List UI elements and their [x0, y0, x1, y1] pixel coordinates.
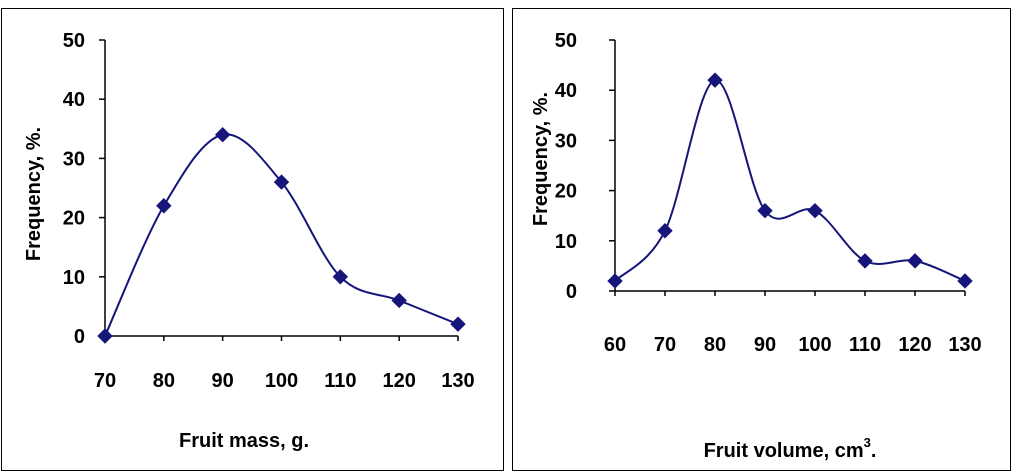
data-point-marker	[450, 316, 466, 332]
chart-panel-fruit-volume: 0 10 20 30 40 50 60 70 80 90 100 110 120 130 Fruit v…	[512, 8, 1011, 471]
x-tick-label: 60	[604, 334, 626, 356]
x-tick-label: 100	[798, 334, 831, 356]
data-point-marker	[214, 127, 231, 143]
x-axis-title-text: Fruit volume, cm	[704, 440, 864, 462]
y-tick-label: 0	[566, 281, 577, 303]
x-axis-title: Fruit volume, cm3.	[704, 435, 877, 462]
fruit-volume-chart: 0 10 20 30 40 50 60 70 80 90 100 110 120 130 Fruit v…	[530, 30, 982, 462]
y-axis-title: Frequency, %.	[530, 92, 552, 226]
x-tick-label: 90	[754, 334, 776, 356]
data-point-marker	[332, 269, 349, 285]
series-line	[104, 133, 459, 337]
x-axis-title: Fruit mass, g.	[179, 430, 309, 452]
y-tick-label: 20	[63, 208, 85, 230]
data-point-marker	[607, 273, 623, 289]
data-point-marker	[707, 72, 723, 88]
fruit-mass-chart: 0 10 20 30 40 50 70 80 90 100 110 120 130 Fruit mas…	[23, 30, 475, 452]
y-tick-label: 50	[63, 30, 85, 52]
series	[607, 72, 973, 289]
x-tick-labels: 70 80 90 100 110 120 130	[94, 336, 475, 392]
x-tick-label: 70	[94, 370, 116, 392]
y-tick-label: 0	[74, 326, 85, 348]
x-axis-title-suffix: .	[871, 440, 877, 462]
x-tick-label: 70	[654, 334, 676, 356]
data-point-marker	[657, 223, 673, 239]
series	[97, 127, 466, 344]
y-tick-label: 10	[555, 231, 577, 253]
data-point-marker	[807, 202, 823, 219]
y-tick-label: 40	[555, 80, 577, 102]
chart-panel-fruit-mass: 0 10 20 30 40 50 70 80 90 100 110 120 130 Fruit mas…	[1, 8, 504, 471]
x-tick-label: 130	[441, 370, 474, 392]
y-tick-labels: 0 10 20 30 40 50	[63, 30, 105, 348]
data-point-marker	[156, 198, 172, 214]
data-point-marker	[857, 253, 873, 269]
y-tick-label: 20	[555, 181, 577, 203]
y-tick-label: 10	[63, 267, 85, 289]
data-point-marker	[907, 253, 923, 269]
x-tick-label: 110	[324, 370, 356, 392]
data-point-marker	[97, 328, 113, 344]
x-tick-label: 90	[212, 370, 234, 392]
axes	[614, 40, 965, 292]
x-tick-label: 100	[265, 370, 298, 392]
x-axis-title-superscript: 3	[864, 435, 871, 450]
series-line	[614, 79, 966, 282]
x-tick-label: 110	[849, 334, 881, 356]
y-tick-label: 30	[63, 148, 85, 170]
y-axis-title: Frequency, %.	[23, 127, 45, 261]
x-tick-label: 80	[704, 334, 726, 356]
x-tick-labels: 60 70 80 90 100 110 120 130	[604, 291, 982, 356]
x-tick-label: 120	[382, 370, 415, 392]
y-tick-label: 50	[555, 30, 577, 52]
y-tick-labels: 0 10 20 30 40 50	[555, 30, 615, 303]
x-tick-label: 130	[948, 334, 981, 356]
y-tick-label: 40	[63, 89, 85, 111]
data-point-marker	[273, 174, 290, 190]
x-tick-label: 80	[153, 370, 175, 392]
data-point-marker	[391, 292, 407, 309]
data-point-marker	[757, 202, 773, 219]
data-point-marker	[957, 273, 973, 289]
x-tick-label: 120	[898, 334, 931, 356]
y-tick-label: 30	[555, 130, 577, 152]
